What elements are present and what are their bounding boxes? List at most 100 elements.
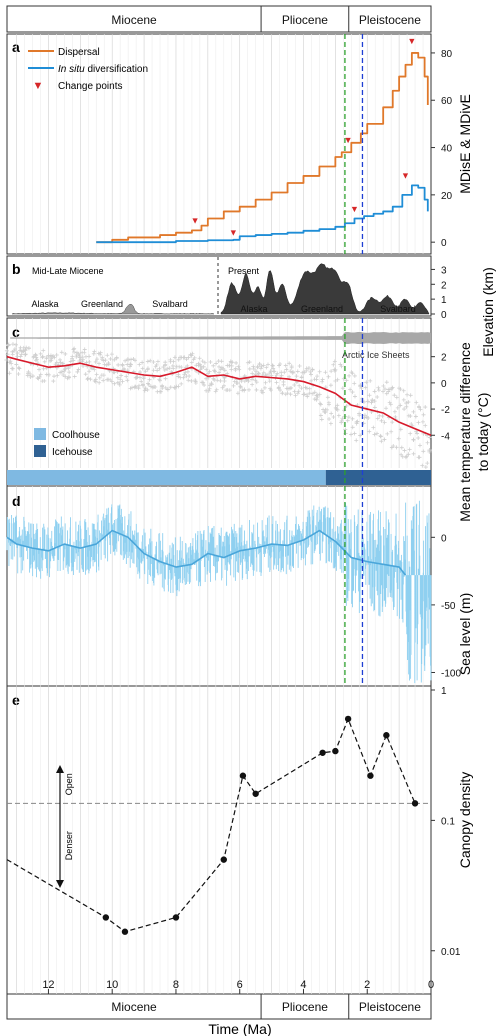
- canopy-density-point: [252, 790, 259, 797]
- panel-c-frame: [6, 317, 432, 487]
- epoch-label-pleistocene-bottom: Pleistocene: [359, 1000, 421, 1014]
- ylabel-panel-d: Sea level (m): [457, 593, 473, 675]
- canopy-density-point: [220, 856, 227, 863]
- panel-b-elevation: 0 1 2 3 Mid-Late Miocene Present Alaska Alaska G…: [11, 256, 447, 321]
- y-tick-label: 60: [441, 96, 453, 107]
- epoch-label-pliocene-bottom: Pliocene: [282, 1000, 328, 1014]
- y-tick-label: -2: [441, 405, 450, 416]
- epoch-label-miocene-bottom: Miocene: [111, 1000, 157, 1014]
- icehouse-bar: [325, 470, 431, 485]
- ylabel-panel-b: Elevation (km): [480, 267, 496, 356]
- x-tick-label: 12: [42, 979, 54, 991]
- y-tick-label: 0: [441, 238, 447, 249]
- y-tick-label: 0: [441, 533, 447, 544]
- canopy-density-point: [383, 732, 390, 739]
- canopy-density-point: [172, 914, 180, 921]
- legend-changepoint-label: Change points: [58, 81, 123, 92]
- ice-sheets-label: Arctic Ice Sheets: [342, 350, 410, 360]
- y-tick-label: 2: [441, 280, 447, 291]
- legend-label-coolhouse: Coolhouse: [52, 430, 100, 441]
- sea-level-variability: [6, 500, 432, 684]
- denser-arrowhead: [56, 880, 64, 888]
- y-tick-label: 80: [441, 49, 453, 60]
- change-point-marker: ▼: [350, 204, 359, 214]
- y-tick-label: 1: [441, 295, 447, 306]
- ylabel-panel-c-line2: to today (°C): [475, 393, 491, 472]
- region-label-present: Svalbard: [380, 304, 416, 314]
- y-tick-label: -50: [441, 601, 456, 612]
- panel-b-left-title: Mid-Late Miocene: [32, 266, 104, 276]
- denser-label: Denser: [64, 831, 74, 860]
- panel-letter-a: a: [12, 39, 20, 55]
- epoch-label-pliocene-top: Pliocene: [282, 13, 328, 27]
- y-tick-label: 0: [441, 379, 447, 390]
- canopy-density-point: [319, 749, 326, 756]
- change-point-marker: ▼: [407, 36, 416, 46]
- region-label-miocene: Greenland: [81, 299, 123, 309]
- canopy-density-point: [367, 772, 374, 779]
- x-tick-label: 4: [300, 979, 306, 991]
- legend-label-icehouse: Icehouse: [52, 447, 93, 458]
- ylabel-panel-e: Canopy density: [457, 772, 473, 869]
- ylabel-panel-a: MDisE & MDivE: [457, 94, 473, 194]
- epoch-bar-bottom: Miocene Pliocene Pleistocene: [6, 993, 432, 1020]
- panel-b-right-title: Present: [228, 266, 260, 276]
- canopy-density-point: [344, 715, 352, 723]
- y-tick-label: 20: [441, 191, 453, 202]
- region-label-present: Greenland: [301, 304, 343, 314]
- legend-panel-a: Dispersal In situ diversification ▼ Chan…: [28, 47, 148, 92]
- epoch-label-pleistocene-top: Pleistocene: [359, 13, 421, 27]
- arctic-ice-sheets-band: [10, 332, 432, 344]
- panel-a-frame: [6, 33, 432, 255]
- y-tick-label: -4: [441, 431, 450, 442]
- x-tick-label: 2: [364, 979, 370, 991]
- open-arrowhead: [56, 765, 64, 773]
- event-marker-lines: [344, 34, 364, 686]
- legend-changepoint-swatch: ▼: [33, 80, 44, 92]
- region-label-present: Alaska: [240, 304, 267, 314]
- x-axis-title: Time (Ma): [208, 1021, 271, 1036]
- x-tick-label: 6: [237, 979, 243, 991]
- panel-letter-c: c: [12, 324, 20, 340]
- y-tick-label: 0: [441, 310, 447, 321]
- canopy-density-point: [102, 914, 110, 921]
- panel-letter-b: b: [12, 261, 21, 277]
- change-point-marker: ▼: [229, 227, 238, 237]
- panel-c-temperature: -4 -2 0 2 Arctic Ice Sheets Coolhouse Icehouse: [4, 318, 450, 485]
- miocene-elevation-profile: [11, 304, 215, 315]
- epoch-bar-top: Miocene Pliocene Pleistocene: [6, 5, 432, 33]
- x-tick-label: 10: [106, 979, 118, 991]
- panel-e-frame: [6, 685, 432, 995]
- y-tick-label: 40: [441, 144, 453, 155]
- legend-insitu-label: In situ diversification: [58, 64, 148, 75]
- panel-d-sea-level: 0 -50 -100: [6, 486, 461, 686]
- y-tick-label: 2: [441, 353, 447, 364]
- canopy-density-point: [239, 772, 247, 779]
- canopy-density-point: [411, 800, 419, 807]
- open-label: Open: [64, 773, 74, 795]
- y-tick-label: 3: [441, 265, 447, 276]
- x-tick-label: 8: [173, 979, 179, 991]
- ylabel-panel-c-line1: Mean temperature difference: [457, 342, 473, 522]
- mean-temperature-line: [6, 355, 432, 436]
- legend-swatch-coolhouse: [34, 428, 46, 440]
- present-elevation-profile: [220, 263, 430, 315]
- y-tick-label: -100: [441, 668, 461, 679]
- panel-a-dispersal-diversification: 0 20 40 60 80 ▼ ▼ ▼ ▼ ▼ ▼: [96, 34, 453, 254]
- change-point-marker: ▼: [344, 135, 353, 145]
- canopy-density-point: [121, 928, 129, 935]
- dispersal-line: [96, 52, 429, 244]
- coolhouse-bar: [7, 470, 326, 485]
- panel-b-frame: [6, 255, 432, 317]
- epoch-label-miocene-top: Miocene: [111, 13, 157, 27]
- change-point-marker: ▼: [191, 216, 200, 226]
- sea-level-trend-line: [6, 529, 407, 576]
- legend-dispersal-label: Dispersal: [58, 47, 100, 58]
- insitu-diversification-line: [96, 184, 429, 244]
- canopy-density-point: [332, 747, 339, 755]
- panel-e-canopy-density: 0.01 0.1 1 Open Denser: [6, 686, 461, 994]
- y-tick-label: 0.1: [441, 816, 455, 827]
- change-point-marker: ▼: [401, 171, 410, 181]
- region-label-miocene: Svalbard: [152, 299, 188, 309]
